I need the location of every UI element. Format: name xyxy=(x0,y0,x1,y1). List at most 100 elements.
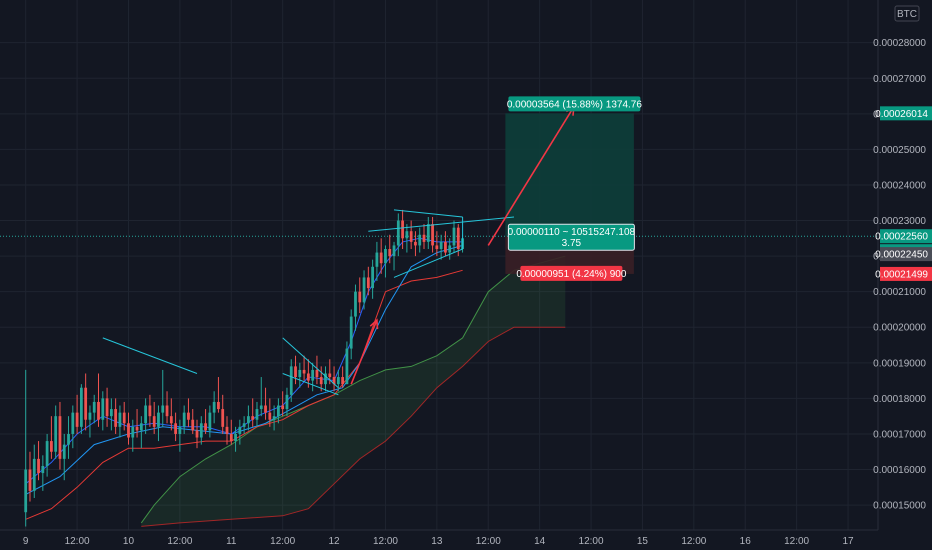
candle-body xyxy=(431,224,434,246)
projection-arrow-small-shaft xyxy=(350,319,378,385)
price-axis[interactable]: 0.000280000.000270000.000260000.00025000… xyxy=(873,0,932,530)
candle-body xyxy=(422,234,426,242)
projection-arrow-small-head xyxy=(369,318,379,330)
candle-body xyxy=(122,412,126,424)
candle xyxy=(109,398,113,431)
candle-body xyxy=(409,231,413,242)
target-label-box xyxy=(508,96,641,112)
candle xyxy=(366,266,370,296)
candle xyxy=(37,441,40,481)
triangle-pattern-upper xyxy=(102,337,198,374)
candle xyxy=(79,384,83,434)
candle xyxy=(152,401,156,434)
candle xyxy=(392,241,396,271)
candle xyxy=(431,216,434,253)
candle-body xyxy=(101,398,105,420)
candle xyxy=(247,405,250,431)
lower-price-tag-text: 0.00022450 xyxy=(875,250,928,261)
position-info-label-text: 0.00000110 ~ 10515247.108 xyxy=(508,227,636,238)
candle-body xyxy=(319,377,323,385)
candle-body xyxy=(187,412,190,420)
candle xyxy=(24,369,28,527)
time-tick-label: 12:00 xyxy=(681,536,706,547)
candle-body xyxy=(439,241,443,249)
candle xyxy=(294,355,297,385)
time-tick-label: 10 xyxy=(123,536,135,547)
triangle-pattern-upper xyxy=(368,216,515,232)
price-tick-label: 0.00027000 xyxy=(873,74,926,85)
candle-body xyxy=(311,369,315,381)
price-tags: 0.000260140.0002256005:050.000224500.000… xyxy=(875,106,932,281)
target-price-tag-text: 0.00026014 xyxy=(875,109,928,120)
candle-body xyxy=(195,430,199,438)
candle xyxy=(54,405,58,459)
currency-badge: BTC xyxy=(894,5,920,22)
candle xyxy=(191,409,195,434)
candle-body xyxy=(165,405,169,417)
candle-body xyxy=(234,433,237,442)
candle-body xyxy=(169,416,173,424)
candle-body xyxy=(174,423,177,434)
candle-body xyxy=(435,245,439,249)
candle xyxy=(75,394,79,434)
candle-body xyxy=(251,416,255,420)
candle xyxy=(302,355,306,381)
candle xyxy=(259,377,263,417)
candle xyxy=(242,416,246,434)
candle-body xyxy=(392,245,396,257)
candle-body xyxy=(178,426,182,434)
lower-price-tag-box xyxy=(880,247,932,262)
candle xyxy=(208,405,212,438)
candle-body xyxy=(362,277,366,303)
candle-body xyxy=(58,416,62,459)
position-info-label-box xyxy=(507,223,635,251)
candle xyxy=(349,309,353,360)
candle-body xyxy=(418,234,422,246)
candle-body xyxy=(84,387,88,420)
candle-body xyxy=(127,423,130,438)
price-tick-label: 0.00017000 xyxy=(873,429,926,440)
time-tick-label: 12:00 xyxy=(784,536,809,547)
candle xyxy=(435,231,439,257)
candle xyxy=(169,398,173,431)
cloud-fill xyxy=(141,256,566,527)
candle xyxy=(144,398,148,434)
candle xyxy=(298,362,302,388)
candle-body xyxy=(358,291,362,303)
current-price-tag-box xyxy=(880,229,932,244)
candle xyxy=(444,231,447,257)
candle xyxy=(384,245,387,278)
candle xyxy=(114,398,118,434)
candle-body xyxy=(354,291,357,317)
candle-body xyxy=(306,373,310,381)
candle xyxy=(362,270,366,310)
price-tick-label: 0.00023000 xyxy=(873,216,926,227)
time-axis[interactable]: 9 12:00 10 12:00 11 12:00 12 12:00 13 12:00 14 12:0… xyxy=(0,529,932,550)
candle xyxy=(229,419,233,445)
candle xyxy=(281,391,285,417)
candle xyxy=(234,426,237,452)
candle-body xyxy=(452,227,456,246)
time-tick-label: 12:00 xyxy=(373,536,398,547)
candle xyxy=(148,394,152,427)
candle-body xyxy=(217,401,220,410)
position-labels: 0.00003564 (15.88%) 1374.76 0.00000110 ~ … xyxy=(507,96,642,281)
candle-body xyxy=(139,423,143,431)
candle-body xyxy=(401,220,404,239)
candle xyxy=(157,405,160,442)
target-price-tag: 0.00026014 xyxy=(875,106,932,121)
candle-body xyxy=(97,401,100,420)
candle-body xyxy=(302,369,306,374)
candle-body xyxy=(32,458,36,491)
price-tick-label: 0.00021000 xyxy=(873,287,926,298)
candle-body xyxy=(204,423,207,431)
candle-body xyxy=(255,409,259,420)
candle-body xyxy=(28,469,32,491)
candle-body xyxy=(242,423,246,427)
price-tick-label: 0.00025000 xyxy=(873,145,926,156)
candle-body xyxy=(199,423,203,438)
candle xyxy=(71,405,75,449)
candle xyxy=(405,224,409,253)
drawing-tools[interactable] xyxy=(102,105,575,396)
